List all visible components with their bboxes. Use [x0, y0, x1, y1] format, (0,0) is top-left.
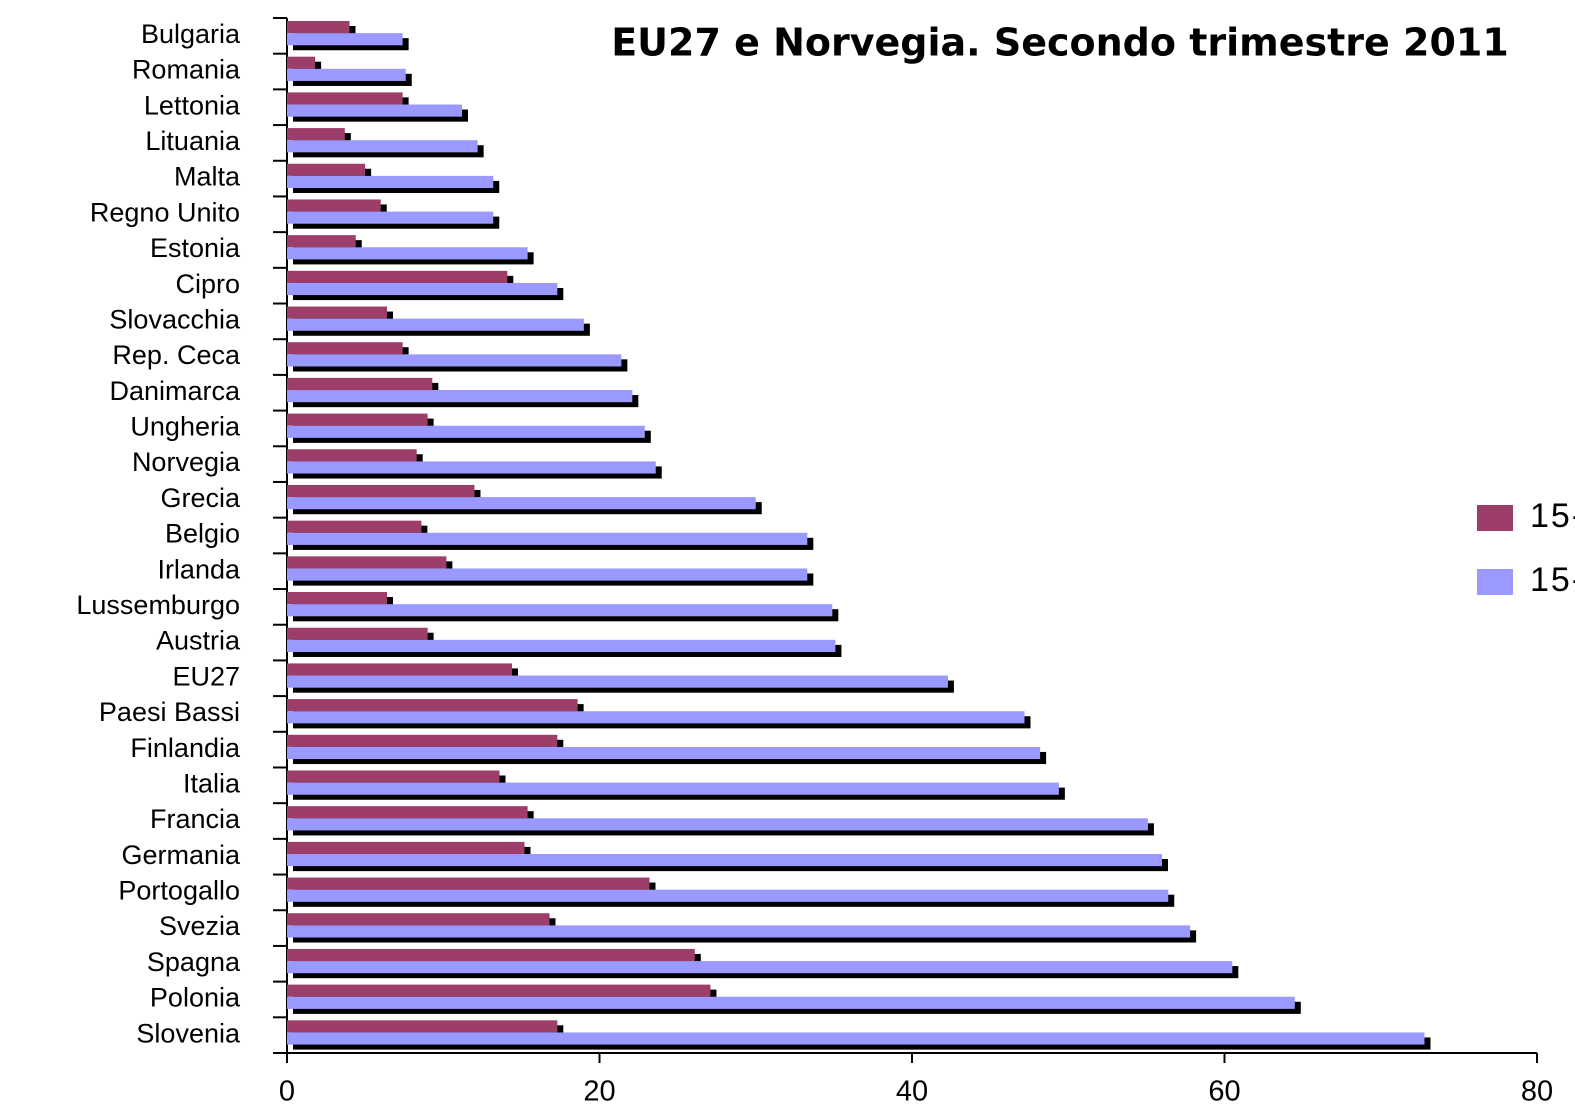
- bar: [287, 377, 433, 391]
- bar: [287, 996, 1295, 1009]
- y-tick-label: Paesi Bassi: [99, 697, 240, 727]
- legend-swatch: [1477, 505, 1513, 531]
- y-tick-label: Finlandia: [130, 733, 241, 763]
- bar: [287, 984, 711, 997]
- bar: [287, 199, 381, 212]
- bar: [287, 556, 447, 569]
- bar: [287, 604, 833, 617]
- bar: [287, 56, 316, 69]
- bar: [287, 592, 387, 605]
- y-tick-label: Grecia: [160, 483, 241, 513]
- bar: [287, 128, 345, 141]
- bar: [287, 449, 417, 462]
- y-tick-label: EU27: [172, 661, 240, 691]
- bar: [287, 877, 650, 890]
- legend-label: 15-24: [1530, 561, 1575, 599]
- bar: [287, 948, 695, 962]
- bar: [287, 699, 578, 712]
- x-tick-label: 80: [1521, 1076, 1553, 1108]
- bar: [287, 746, 1041, 760]
- bar: [287, 841, 525, 854]
- legend-label: 15-59: [1530, 497, 1575, 535]
- y-tick-label: Lussemburgo: [76, 590, 240, 620]
- y-tick-label: Belgio: [165, 519, 240, 549]
- y-tick-label: Lettonia: [144, 90, 241, 120]
- bar: [287, 818, 1148, 831]
- bar: [287, 1020, 558, 1033]
- bar: [287, 497, 756, 510]
- bar: [287, 247, 528, 260]
- y-tick-label: Slovacchia: [109, 304, 241, 334]
- y-tick-label: Rep. Ceca: [112, 340, 241, 370]
- bar: [287, 270, 508, 283]
- bar: [287, 532, 808, 545]
- bar: [287, 770, 500, 783]
- x-tick-label: 0: [279, 1076, 295, 1108]
- bar: [287, 425, 645, 438]
- y-tick-label: Spagna: [147, 947, 241, 977]
- bar: [287, 889, 1169, 902]
- chart-title: EU27 e Norvegia. Secondo trimestre 2011: [611, 21, 1509, 65]
- y-tick-label: Francia: [150, 804, 241, 834]
- y-tick-label: Lituania: [145, 126, 241, 156]
- bar: [287, 663, 512, 676]
- y-tick-label: Danimarca: [109, 376, 241, 406]
- y-tick-label: Estonia: [150, 233, 241, 263]
- legend-swatch: [1477, 569, 1513, 595]
- bar: [287, 175, 494, 189]
- bar: [287, 913, 550, 926]
- y-tick-label: Bulgaria: [141, 19, 241, 49]
- bar: [287, 354, 622, 367]
- bar: [287, 306, 387, 319]
- bar: [287, 711, 1025, 724]
- bar: [287, 318, 584, 331]
- bar: [287, 211, 494, 224]
- y-tick-label: Norvegia: [132, 447, 241, 477]
- bar: [287, 734, 558, 747]
- bar: [287, 282, 558, 296]
- bar: [287, 461, 656, 474]
- y-tick-label: Regno Unito: [90, 197, 240, 227]
- bar: [287, 925, 1191, 938]
- x-tick-label: 60: [1208, 1076, 1240, 1108]
- bar: [287, 390, 633, 403]
- y-tick-label: Malta: [174, 162, 241, 192]
- bar: [287, 520, 422, 533]
- bar: [287, 1032, 1425, 1045]
- bar: [287, 413, 428, 426]
- bar: [287, 92, 403, 105]
- y-tick-label: Portogallo: [118, 876, 240, 906]
- bar: [287, 639, 836, 652]
- bar: [287, 68, 406, 81]
- y-tick-label: Slovenia: [136, 1018, 241, 1048]
- bar: [287, 104, 462, 117]
- y-tick-label: Austria: [156, 626, 241, 656]
- y-tick-label: Romania: [132, 55, 241, 85]
- y-tick-label: Germania: [121, 840, 241, 870]
- bar: [287, 806, 528, 819]
- bar: [287, 853, 1162, 867]
- y-tick-label: Svezia: [159, 911, 241, 941]
- bar: [287, 140, 478, 153]
- bar: [287, 961, 1233, 974]
- bar: [287, 33, 403, 46]
- bar: [287, 568, 808, 581]
- y-tick-label: Irlanda: [157, 554, 241, 584]
- y-tick-label: Cipro: [175, 269, 240, 299]
- bar: [287, 675, 948, 688]
- y-tick-label: Ungheria: [130, 412, 241, 442]
- bar: [287, 484, 475, 498]
- x-tick-label: 40: [896, 1076, 928, 1108]
- bar: [287, 342, 403, 355]
- y-tick-label: Polonia: [150, 983, 241, 1013]
- bar: [287, 627, 428, 640]
- bar: [287, 163, 366, 176]
- bar: [287, 235, 356, 248]
- bar: [287, 21, 350, 34]
- bar: [287, 782, 1059, 795]
- y-tick-label: Italia: [183, 768, 241, 798]
- x-tick-label: 20: [583, 1076, 615, 1108]
